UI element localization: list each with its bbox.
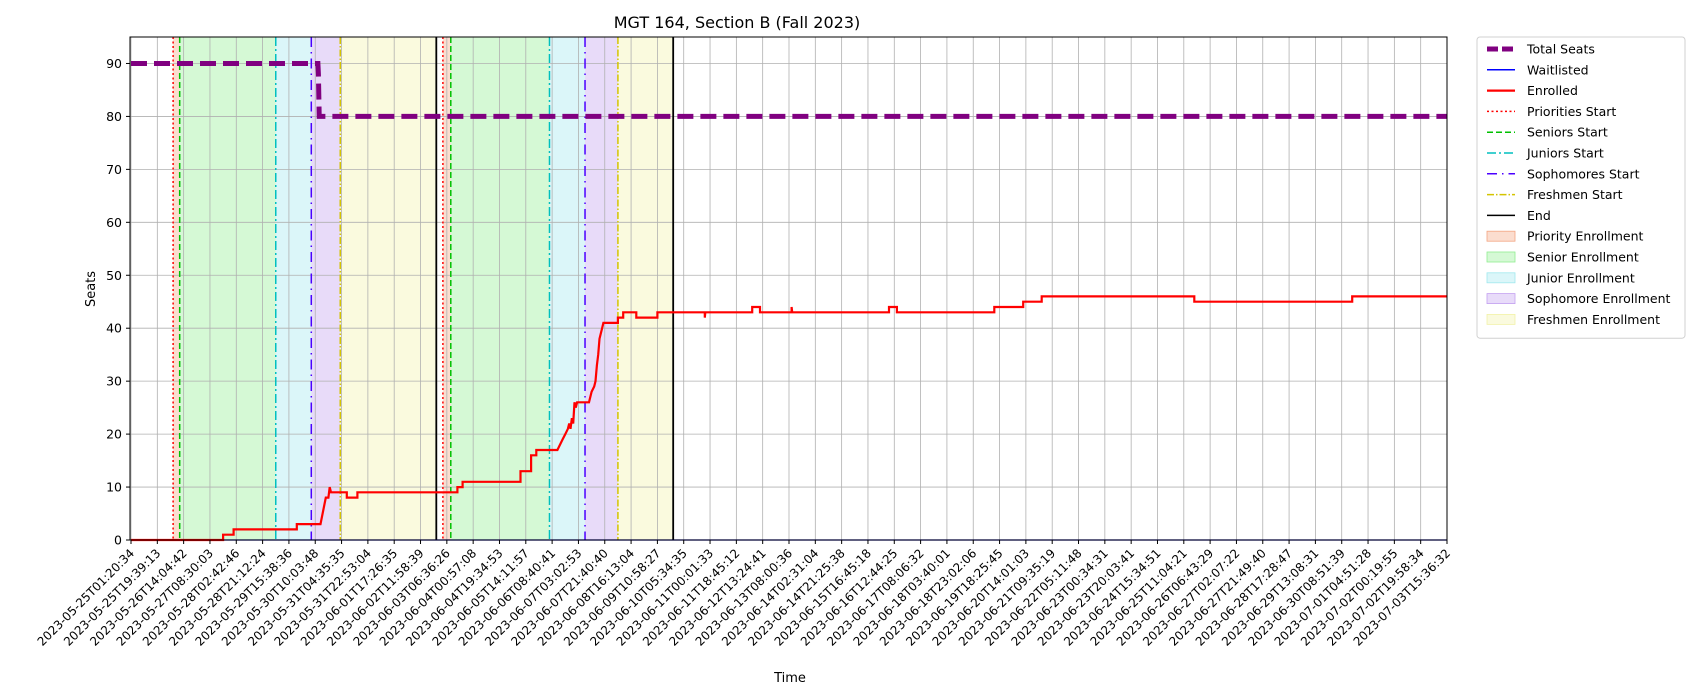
legend-swatch-sophomore-enrollment <box>1486 293 1516 305</box>
y-tick-label-70: 70 <box>106 162 122 177</box>
legend-label-seniors-start: Seniors Start <box>1527 125 1608 140</box>
legend-label-end: End <box>1527 208 1551 223</box>
grid-lines <box>130 37 1448 541</box>
enrollment-phase-spans <box>173 37 674 540</box>
y-tick-label-90: 90 <box>106 56 122 71</box>
y-axis: 0 10 20 30 40 50 60 70 80 90 <box>106 56 130 548</box>
legend-label-priorities-start: Priorities Start <box>1527 104 1616 119</box>
legend-label-sophomore-enrollment: Sophomore Enrollment <box>1527 291 1671 306</box>
legend-swatch-freshmen-enrollment <box>1486 313 1516 325</box>
series-total-seats <box>131 61 1447 119</box>
y-tick-label-80: 80 <box>106 109 122 124</box>
legend-label-priority-enrollment: Priority Enrollment <box>1527 229 1644 244</box>
y-tick-label-50: 50 <box>106 268 122 283</box>
phase-start-lines <box>172 37 675 540</box>
legend-label-junior-enrollment: Junior Enrollment <box>1526 270 1635 285</box>
legend-label-waitlisted: Waitlisted <box>1527 62 1589 77</box>
span-junior-enrollment-1 <box>275 37 312 540</box>
y-tick-label-10: 10 <box>106 480 122 495</box>
span-senior-enrollment-1 <box>179 37 276 540</box>
legend-label-enrolled: Enrolled <box>1527 83 1578 98</box>
y-tick-label-60: 60 <box>106 215 122 230</box>
legend-swatch-priority-enrollment <box>1486 230 1516 242</box>
x-axis: 2023-05-25T01:20:342023-05-25T19:39:1320… <box>35 540 1453 649</box>
y-tick-label-20: 20 <box>106 427 122 442</box>
span-sophomore-enrollment-2 <box>585 37 618 540</box>
y-axis-label: Seats <box>84 271 99 307</box>
span-senior-enrollment-2 <box>450 37 550 540</box>
legend-label-juniors-start: Juniors Start <box>1526 146 1604 161</box>
x-axis-label: Time <box>773 671 806 686</box>
legend-box <box>1476 36 1686 339</box>
legend-swatch-junior-enrollment <box>1486 272 1516 284</box>
chart-title: MGT 164, Section B (Fall 2023) <box>614 13 861 32</box>
legend-label-sophomores-start: Sophomores Start <box>1527 166 1640 181</box>
span-junior-enrollment-2 <box>549 37 586 540</box>
span-freshmen-enrollment-2 <box>617 37 674 540</box>
series-enrolled <box>131 295 1447 542</box>
y-tick-label-30: 30 <box>106 374 122 389</box>
span-priority-enrollment-1 <box>173 37 180 540</box>
legend: Total Seats Waitlisted Enrolled Priorities … <box>1476 36 1686 339</box>
span-sophomore-enrollment-1 <box>311 37 341 540</box>
legend-swatch-senior-enrollment <box>1486 251 1516 263</box>
legend-label-freshmen-enrollment: Freshmen Enrollment <box>1527 312 1660 327</box>
span-freshmen-enrollment-1 <box>340 37 437 540</box>
legend-label-total-seats: Total Seats <box>1526 42 1595 57</box>
y-tick-label-0: 0 <box>114 533 122 548</box>
y-tick-label-40: 40 <box>106 321 122 336</box>
legend-label-freshmen-start: Freshmen Start <box>1527 187 1623 202</box>
legend-label-senior-enrollment: Senior Enrollment <box>1527 250 1639 265</box>
